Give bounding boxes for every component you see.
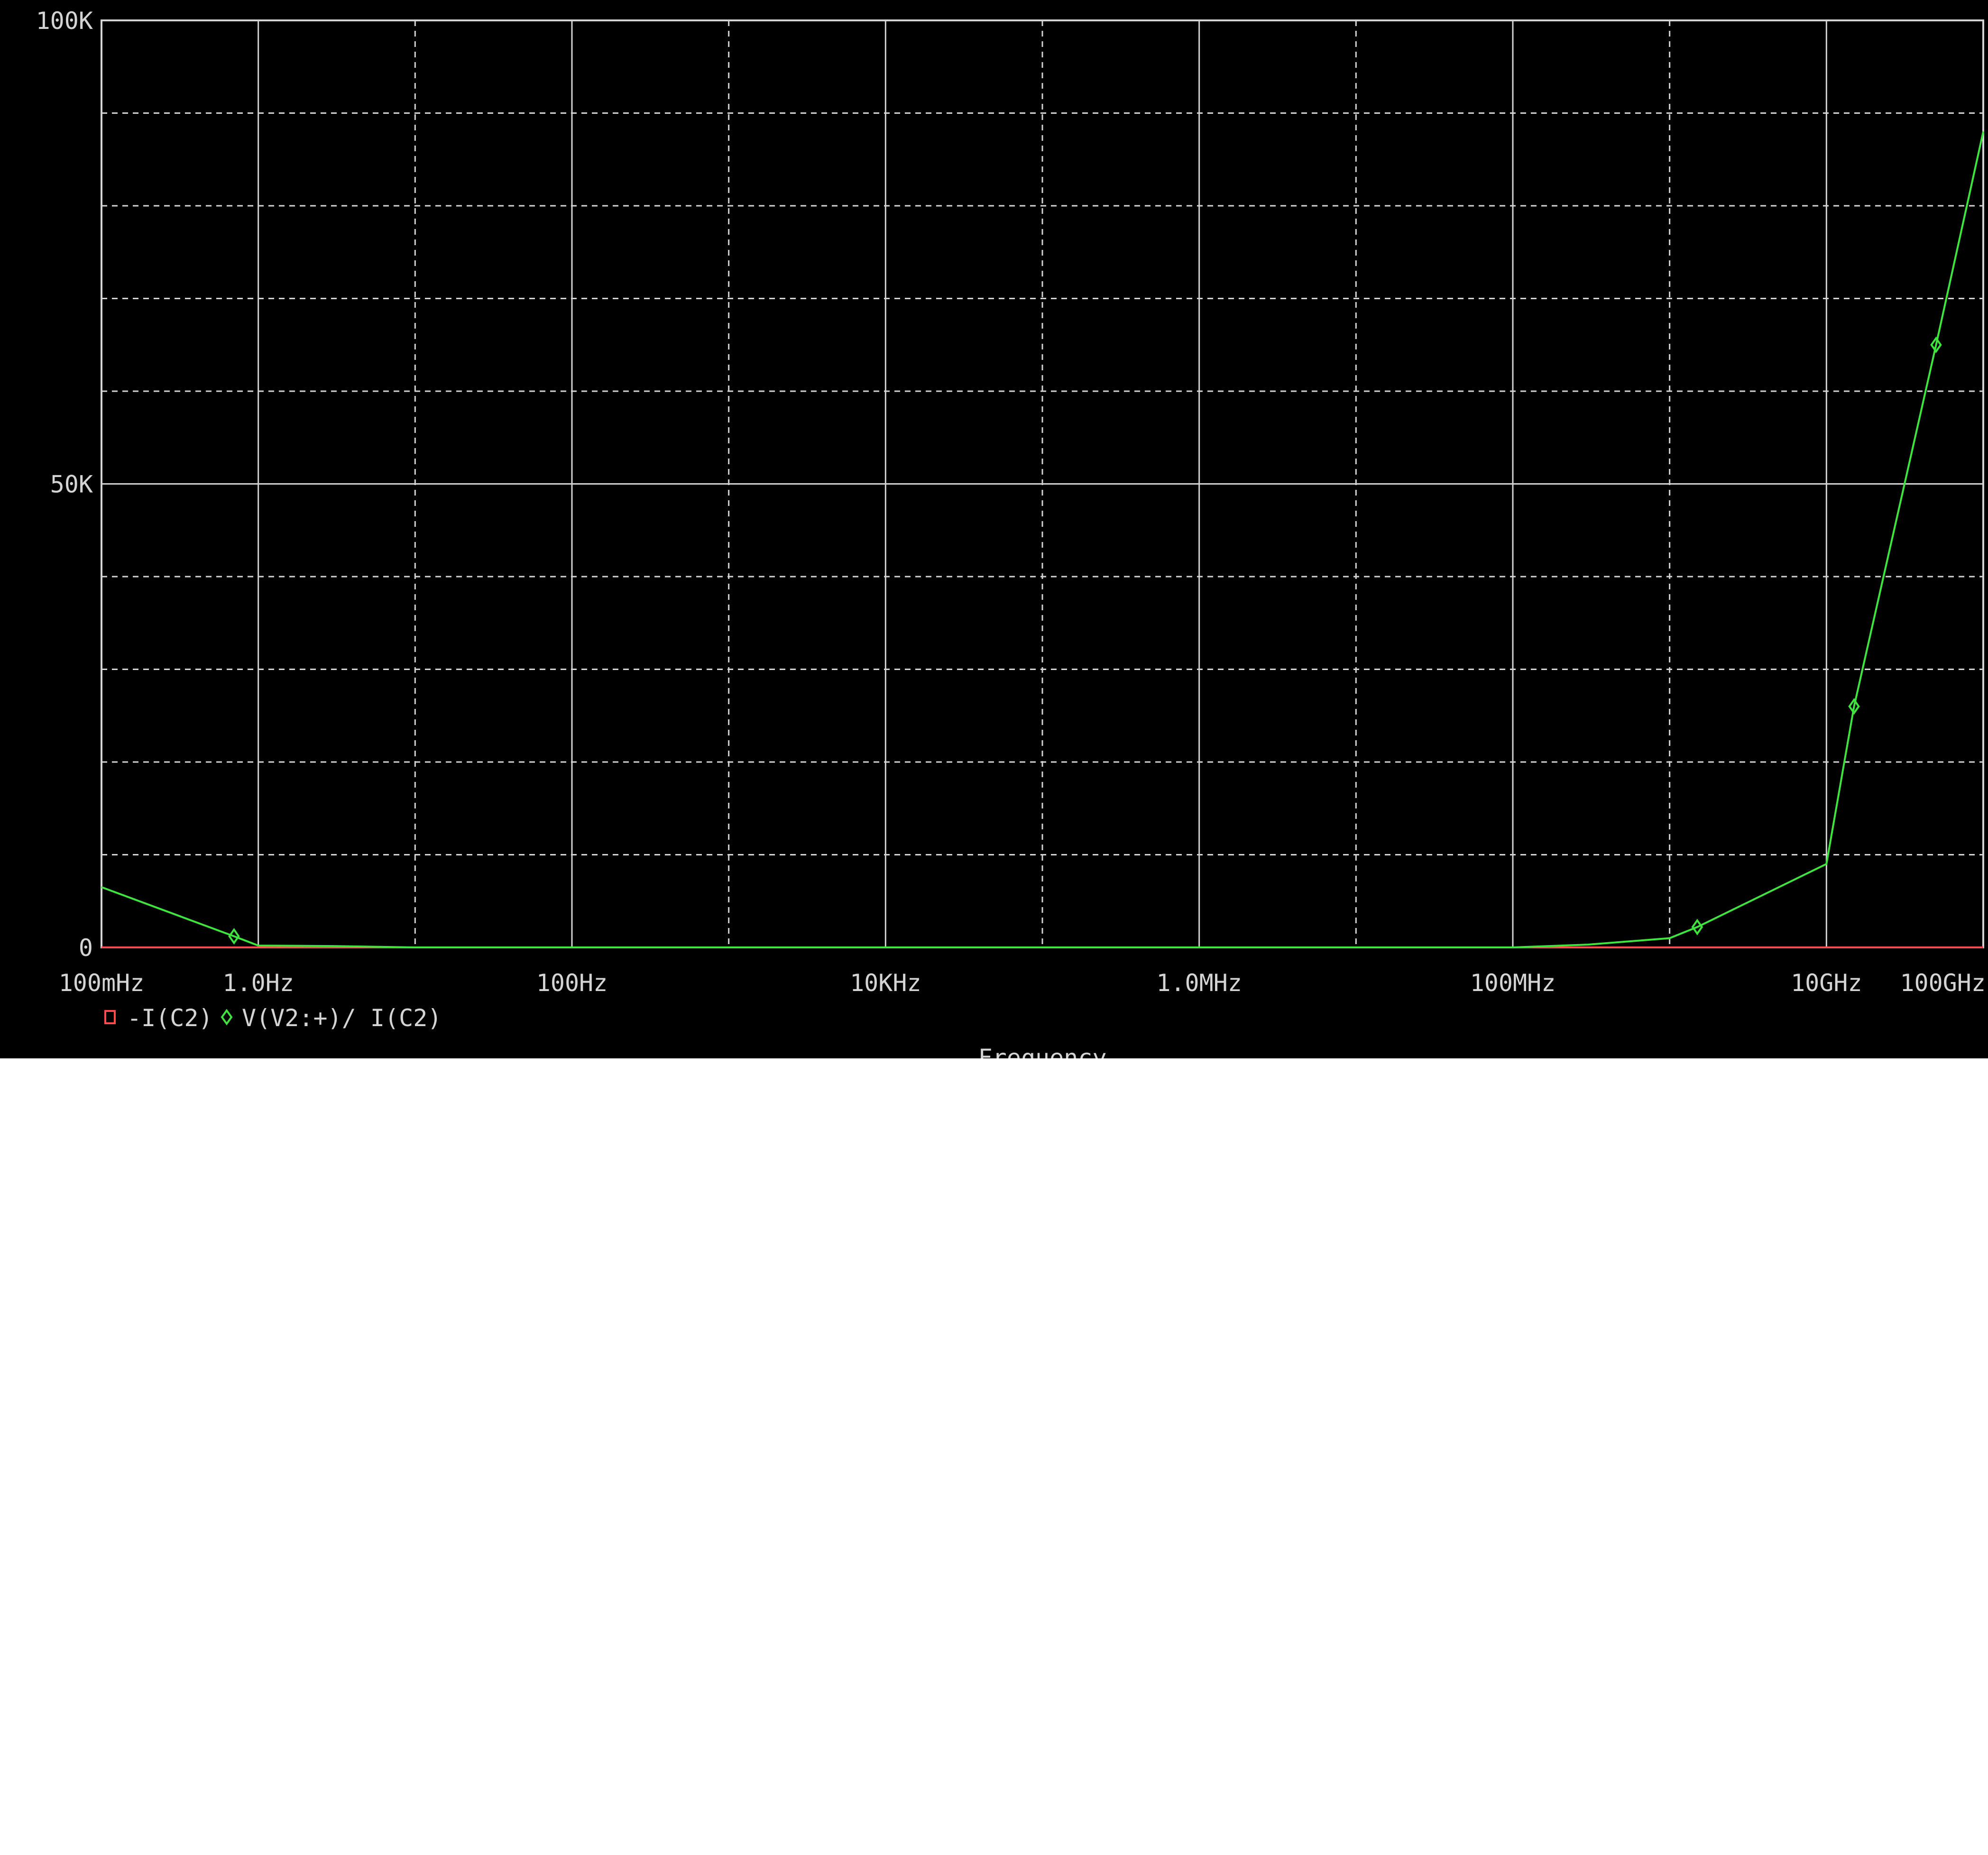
x-tick-label: 10KHz — [850, 969, 921, 997]
legend-item-current: -I(C2) — [104, 1004, 213, 1032]
diamond-marker — [228, 928, 240, 945]
x-tick-label: 100Hz — [536, 969, 608, 997]
x-tick-label: 1.0Hz — [222, 969, 294, 997]
legend-item-impedance: V(V2:+)/ I(C2) — [221, 1004, 442, 1032]
tick-labels: 100mHz 1.0Hz 100Hz 10KHz 1.0MHz 100MHz 10GHz 10… — [36, 7, 1986, 997]
legend-label: V(V2:+)/ I(C2) — [242, 1004, 442, 1032]
diamond-marker — [1930, 336, 1942, 353]
diamond-marker — [1691, 918, 1703, 936]
x-tick-label: 100mHz — [59, 969, 145, 997]
x-tick-label: 100MHz — [1470, 969, 1556, 997]
series-line-1 — [101, 131, 1984, 948]
legend: -I(C2) V(V2:+)/ I(C2) — [104, 1004, 442, 1032]
y-tick-label: 50K — [50, 471, 93, 498]
y-tick-label: 100K — [36, 7, 93, 35]
y-tick-label: 0 — [79, 934, 93, 962]
plot-window: 100mHz 1.0Hz 100Hz 10KHz 1.0MHz 100MHz 10GHz 10… — [0, 0, 1988, 1058]
x-tick-label: 100GHz — [1900, 969, 1986, 997]
legend-label: -I(C2) — [127, 1004, 213, 1032]
series — [101, 131, 1984, 948]
grid — [101, 20, 1983, 947]
x-axis-title: Frequency — [978, 1044, 1107, 1058]
diamond-marker-icon — [221, 1009, 233, 1026]
diamond-marker — [1848, 698, 1860, 715]
x-tick-label: 10GHz — [1791, 969, 1862, 997]
chart: 100mHz 1.0Hz 100Hz 10KHz 1.0MHz 100MHz 10GHz 10… — [36, 7, 1986, 1058]
square-marker-icon — [104, 1010, 116, 1024]
x-tick-label: 1.0MHz — [1156, 969, 1242, 997]
